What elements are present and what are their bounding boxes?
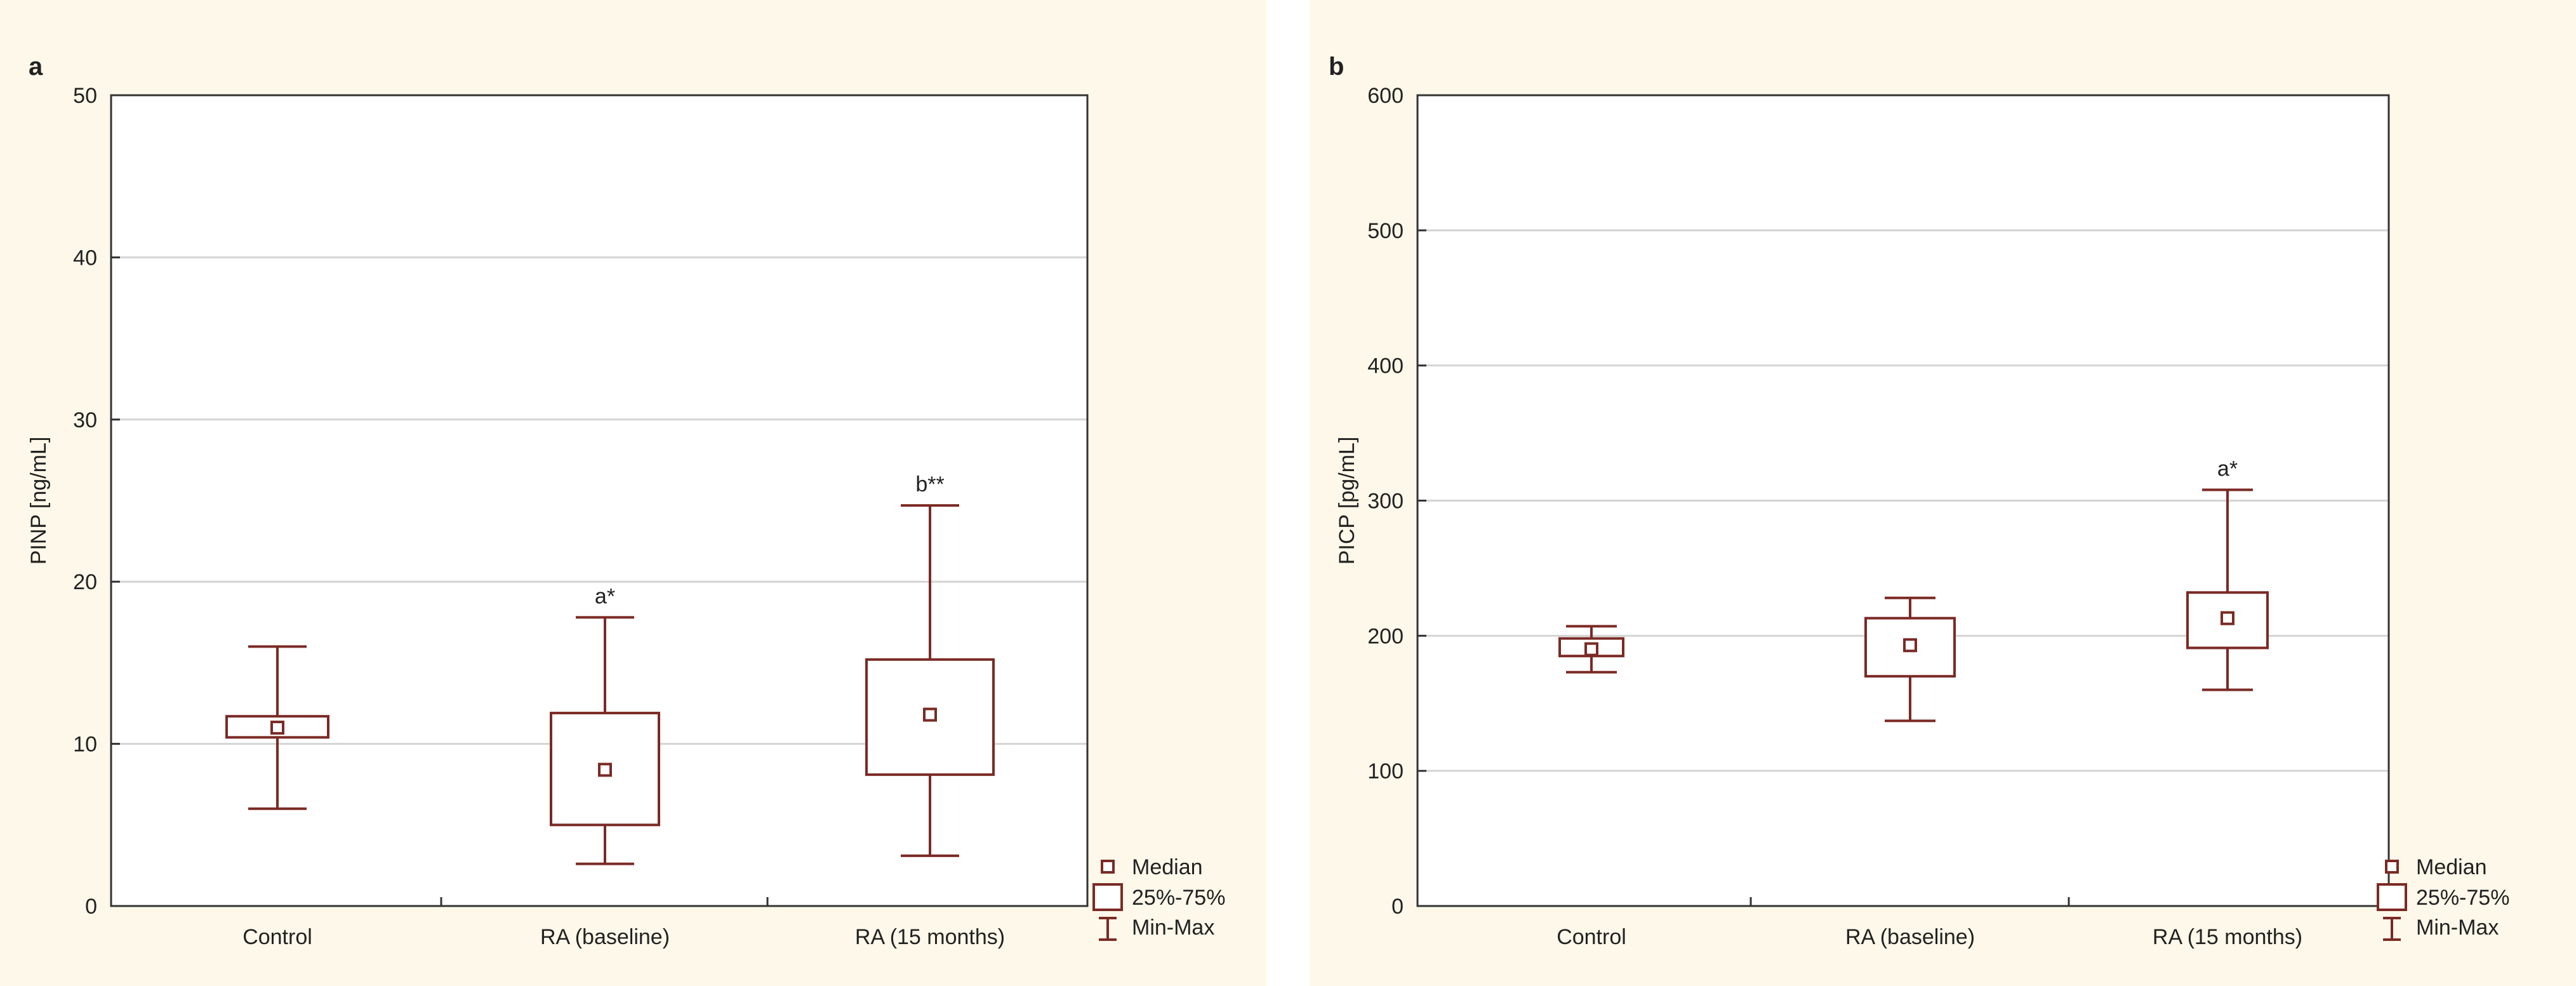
median-marker <box>270 721 284 735</box>
y-tick-label: 500 <box>1367 219 1404 243</box>
median-marker <box>1584 642 1598 656</box>
panel-label: b <box>1329 53 1344 81</box>
significance-annotation: a* <box>2217 456 2238 481</box>
chart-b-svg: 0 100 200 300 400 500 600 Control RA (baseline) R… <box>1329 53 2509 949</box>
x-category-label: RA (baseline) <box>540 925 670 949</box>
median-marker <box>2221 611 2234 625</box>
legend-iqr-label: 25%-75% <box>2416 886 2509 910</box>
y-tick-label: 10 <box>73 733 97 757</box>
y-tick-label: 30 <box>73 408 97 432</box>
panel-label: a <box>29 53 43 81</box>
y-tick-label: 100 <box>1367 759 1404 783</box>
y-tick-label: 0 <box>1391 895 1404 919</box>
significance-annotation: b** <box>915 472 944 496</box>
plot-frame <box>110 94 1089 907</box>
median-marker <box>923 707 937 722</box>
x-category-label: RA (15 months) <box>2153 925 2302 949</box>
legend-median-swatch <box>2385 860 2399 874</box>
plot-frame <box>1416 94 2390 907</box>
y-tick-label: 0 <box>85 895 97 919</box>
y-tick-label: 20 <box>73 570 97 594</box>
legend-iqr-swatch <box>1092 883 1123 911</box>
legend-minmax-label: Min-Max <box>1132 916 1214 940</box>
chart-a-svg: 0 10 20 30 40 50 Control RA (baseline) RA (15 mo… <box>27 53 1225 949</box>
y-tick-label: 50 <box>73 84 97 108</box>
y-tick-label: 400 <box>1367 354 1404 378</box>
x-category-label: Control <box>242 925 312 949</box>
significance-annotation: a* <box>595 584 615 608</box>
y-axis-label: PINP [ng/mL] <box>27 437 51 565</box>
x-category-label: Control <box>1557 925 1626 949</box>
x-category-label: RA (baseline) <box>1845 925 1975 949</box>
y-tick-label: 300 <box>1367 490 1404 514</box>
chart-panel-a: 0 10 20 30 40 50 Control RA (baseline) RA (15 mo… <box>0 0 1266 986</box>
median-marker <box>1903 638 1917 653</box>
legend-iqr-swatch <box>2377 883 2407 911</box>
legend-median-label: Median <box>1132 855 1203 879</box>
y-axis-label: PICP [pg/mL] <box>1335 437 1359 565</box>
chart-panel-b: 0 100 200 300 400 500 600 Control RA (baseline) R… <box>1310 0 2576 986</box>
median-marker <box>598 763 612 777</box>
y-tick-label: 600 <box>1367 84 1404 108</box>
x-category-label: RA (15 months) <box>855 925 1005 949</box>
y-tick-label: 200 <box>1367 624 1404 648</box>
y-tick-label: 40 <box>73 246 97 270</box>
legend-iqr-label: 25%-75% <box>1132 886 1225 910</box>
iqr-box <box>865 658 995 776</box>
legend-median-label: Median <box>2416 855 2487 879</box>
legend-median-swatch <box>1101 860 1115 874</box>
legend-minmax-label: Min-Max <box>2416 916 2499 940</box>
